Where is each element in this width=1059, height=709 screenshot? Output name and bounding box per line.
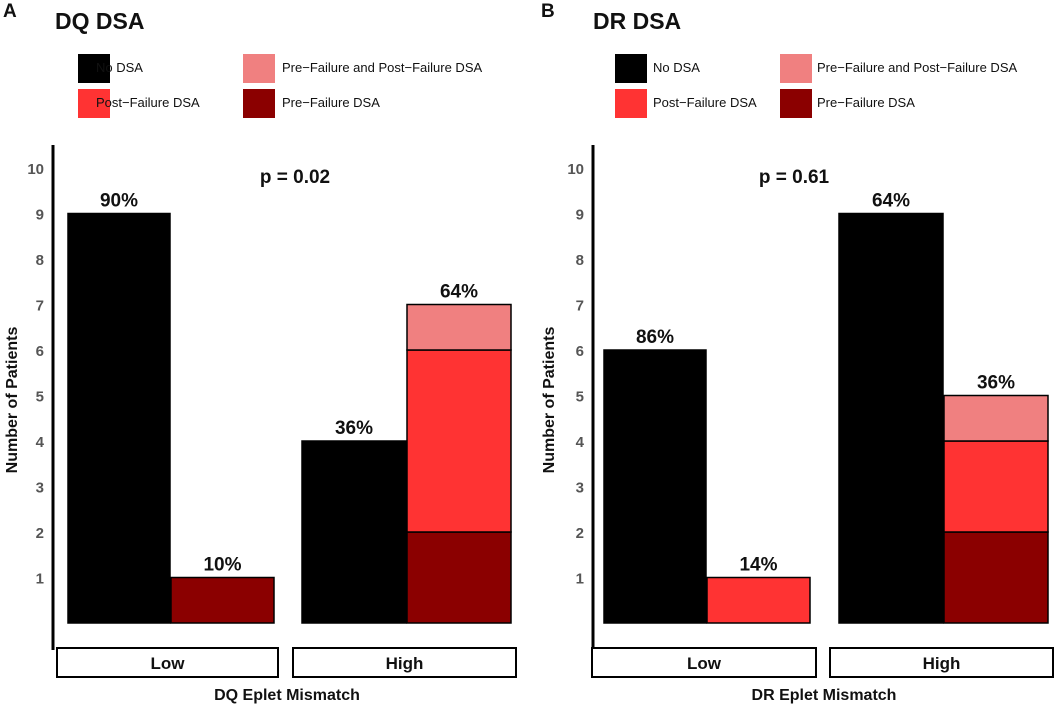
bar-percent-label: 10% [203,555,241,576]
bar-segment-high-no-dsa [838,212,944,624]
bar-percent-label: 86% [636,327,674,348]
y-tick-label: 4 [576,434,585,451]
y-tick-label: 5 [576,389,584,406]
y-tick-label: 1 [576,571,584,588]
chart-title: DQ DSA [55,8,144,34]
legend-label-pre-failure-dsa: Pre−Failure DSA [282,95,380,110]
bar-percent-label: 14% [739,555,777,576]
y-axis-label: Number of Patients [4,327,21,474]
legend-swatch-no-dsa [78,54,110,83]
legend-label-pre-failure-and-post-failure-dsa: Pre−Failure and Post−Failure DSA [817,60,1017,75]
bar-percent-label: 36% [977,373,1015,394]
category-label-low: Low [151,654,186,673]
bar-segment-high-post-failure-dsa [406,349,512,533]
p-value: p = 0.02 [260,167,330,188]
bar-percent-label: 90% [100,191,138,212]
bar-percent-label: 36% [335,418,373,439]
bar-segment-high-no-dsa [301,440,407,624]
bar-segment-low-pre-failure-dsa [170,576,275,624]
y-tick-label: 3 [36,480,44,497]
bar-segment-high-pre-failure-dsa [406,531,512,624]
legend-swatch-pre-failure-dsa [243,89,275,118]
bar-percent-label: 64% [872,191,910,212]
y-tick-label: 8 [576,252,584,269]
legend-swatch-pre-failure-dsa [780,89,812,118]
y-tick-label: 4 [36,434,45,451]
y-tick-label: 3 [576,480,584,497]
y-tick-label: 9 [576,207,584,224]
y-tick-label: 2 [576,525,584,542]
legend-swatch-post-failure-dsa [78,89,110,118]
x-axis-label: DQ Eplet Mismatch [214,687,360,704]
bar-segment-low-post-failure-dsa [706,576,811,624]
y-tick-label: 1 [36,571,44,588]
x-axis-label: DR Eplet Mismatch [752,687,897,704]
y-tick-label: 10 [567,161,584,178]
bar-segment-low-no-dsa [67,212,171,624]
p-value: p = 0.61 [759,167,830,188]
category-box-high [292,647,517,678]
legend: No DSA Pre−Failure and Post−Failure DSA Po… [615,54,1017,118]
panel-B: B DR DSA No DSA Pre−Failure and Post−Failur… [541,1,1054,704]
panel-A: A DQ DSA No DSA Pre−Failure and Post−Failur… [3,1,517,704]
y-tick-label: 6 [576,343,584,360]
category-box-low [591,647,817,678]
y-tick-label: 8 [36,252,44,269]
y-tick-label: 5 [36,389,44,406]
bar-segment-low-no-dsa [603,349,707,624]
y-tick-label: 6 [36,343,44,360]
legend-swatch-no-dsa [615,54,647,83]
legend-label-post-failure-dsa: Post−Failure DSA [653,95,757,110]
legend-label-post-failure-dsa: Post−Failure DSA [96,95,200,110]
chart-title: DR DSA [593,8,681,34]
legend-label-pre-failure-dsa: Pre−Failure DSA [817,95,915,110]
category-label-high: High [923,654,961,673]
bar-segment-high-pre-failure-and-post-failure-dsa [406,303,512,351]
y-tick-label: 7 [576,298,584,315]
legend: No DSA Pre−Failure and Post−Failure DSA Po… [78,54,482,118]
bar-percent-label: 64% [440,282,478,303]
y-tick-label: 9 [36,207,44,224]
category-box-high [829,647,1054,678]
bar-segment-high-post-failure-dsa [943,440,1049,533]
category-label-high: High [386,654,424,673]
legend-label-no-dsa: No DSA [653,60,700,75]
legend-label-no-dsa: No DSA [96,60,143,75]
y-tick-label: 10 [27,161,44,178]
panel-letter: B [541,1,555,22]
category-box-low [56,647,279,678]
legend-label-pre-failure-and-post-failure-dsa: Pre−Failure and Post−Failure DSA [282,60,482,75]
bar-segment-high-pre-failure-dsa [943,531,1049,624]
legend-swatch-pre-failure-and-post-failure-dsa [780,54,812,83]
y-axis-label: Number of Patients [541,327,558,474]
y-tick-label: 7 [36,298,44,315]
y-tick-label: 2 [36,525,44,542]
bar-segment-high-pre-failure-and-post-failure-dsa [943,394,1049,442]
category-label-low: Low [687,654,722,673]
legend-swatch-pre-failure-and-post-failure-dsa [243,54,275,83]
panel-letter: A [3,1,17,22]
legend-swatch-post-failure-dsa [615,89,647,118]
